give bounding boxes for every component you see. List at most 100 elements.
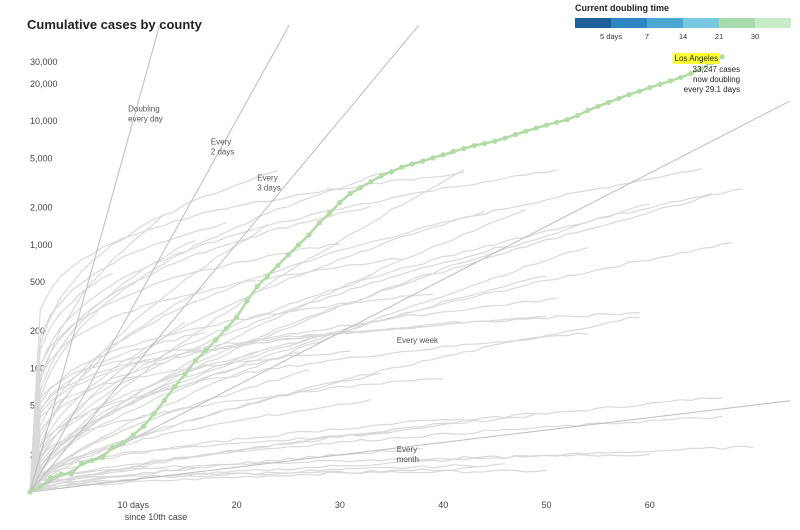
county-line — [29, 350, 258, 492]
legend-label: 7 — [645, 32, 649, 41]
x-axis-label: since 10th case — [125, 512, 188, 522]
x-tick-label: 20 — [232, 500, 242, 510]
x-tick-label: 50 — [541, 500, 551, 510]
county-line — [29, 257, 402, 492]
los-angeles-point — [203, 347, 209, 353]
highlight-name-background — [673, 53, 720, 64]
doubling-guide-label: Doubling every day — [128, 104, 163, 123]
y-tick-label: 10,000 — [30, 116, 58, 126]
county-line — [29, 170, 279, 493]
county-line — [29, 378, 444, 492]
los-angeles-point — [89, 457, 95, 464]
los-angeles-point — [182, 371, 188, 377]
los-angeles-point — [48, 475, 54, 481]
y-tick-label: 200 — [30, 326, 45, 336]
county-line — [29, 275, 547, 492]
doubling-guide-line — [29, 24, 290, 493]
x-tick-label: 40 — [438, 500, 448, 510]
los-angeles-point — [110, 444, 116, 450]
doubling-guide-label: Every month — [397, 445, 419, 464]
los-angeles-point — [481, 140, 488, 147]
y-tick-label: 5,000 — [30, 153, 53, 163]
doubling-guide-label: Every week — [397, 336, 439, 345]
legend-swatch — [755, 18, 791, 28]
los-angeles-point — [58, 471, 64, 477]
los-angeles-point — [636, 88, 643, 94]
los-angeles-point — [244, 298, 250, 304]
county-line — [29, 247, 588, 493]
los-angeles-point — [37, 484, 43, 490]
county-line — [29, 285, 206, 493]
los-angeles-point — [27, 489, 33, 495]
county-line — [29, 205, 372, 493]
county-line — [29, 316, 547, 493]
legend-swatch — [611, 18, 647, 28]
los-angeles-point — [440, 152, 446, 158]
los-angeles-point — [378, 173, 384, 179]
los-angeles-point — [461, 146, 467, 152]
los-angeles-point — [213, 337, 219, 343]
los-angeles-point — [419, 158, 426, 164]
los-angeles-point — [430, 155, 436, 161]
los-angeles-point — [719, 54, 725, 60]
los-angeles-point — [698, 66, 705, 72]
county-line — [29, 297, 557, 493]
los-angeles-point — [68, 471, 74, 477]
los-angeles-point — [141, 423, 147, 429]
county-line — [29, 463, 506, 493]
county-line — [29, 240, 196, 493]
county-line — [29, 453, 650, 492]
county-line — [29, 312, 640, 493]
doubling-guide-line — [29, 24, 420, 493]
county-line — [29, 398, 372, 493]
los-angeles-point — [223, 325, 229, 332]
los-angeles-point — [130, 432, 136, 438]
los-angeles-point — [347, 190, 353, 197]
los-angeles-point — [99, 454, 105, 461]
los-angeles-point — [512, 131, 519, 138]
legend-swatch — [647, 18, 683, 28]
los-angeles-point — [585, 107, 591, 114]
doubling-guide-line — [29, 400, 791, 493]
county-line — [29, 397, 723, 493]
county-line — [29, 152, 454, 492]
county-line — [29, 246, 506, 493]
los-angeles-point — [234, 314, 240, 320]
chart-title: Cumulative cases by county — [27, 17, 202, 32]
county-line — [29, 412, 537, 493]
los-angeles-point — [667, 78, 674, 84]
los-angeles-point — [275, 262, 281, 269]
los-angeles-point — [678, 74, 684, 81]
los-angeles-point — [399, 164, 405, 170]
doubling-guide-label: Every 2 days — [211, 137, 235, 156]
county-line — [29, 192, 712, 493]
los-angeles-point — [357, 185, 364, 191]
legend-label: 21 — [715, 32, 723, 41]
los-angeles-point — [616, 95, 622, 101]
county-line — [29, 213, 165, 492]
y-tick-label: 20,000 — [30, 79, 58, 89]
county-line — [29, 221, 227, 493]
y-tick-label: 2,000 — [30, 203, 53, 213]
county-line — [29, 242, 733, 493]
county-line — [29, 223, 268, 492]
doubling-guide-line — [29, 24, 161, 493]
los-angeles-point — [688, 70, 694, 76]
legend-label: 30 — [751, 32, 759, 41]
callout-line: now doubling — [693, 75, 740, 84]
los-angeles-point — [79, 460, 85, 467]
county-line — [29, 466, 475, 493]
callout-line: 33,247 cases — [693, 65, 741, 74]
county-line — [29, 332, 588, 493]
los-angeles-point — [492, 138, 498, 144]
los-angeles-point — [172, 384, 178, 390]
los-angeles-point — [326, 210, 333, 216]
los-angeles-point — [574, 112, 581, 119]
x-tick-label: 30 — [335, 500, 345, 510]
los-angeles-point — [409, 161, 415, 167]
legend-swatch — [719, 18, 755, 28]
los-angeles-point — [295, 242, 302, 248]
los-angeles-point — [543, 122, 550, 128]
county-line — [29, 369, 310, 493]
los-angeles-point — [595, 103, 601, 109]
